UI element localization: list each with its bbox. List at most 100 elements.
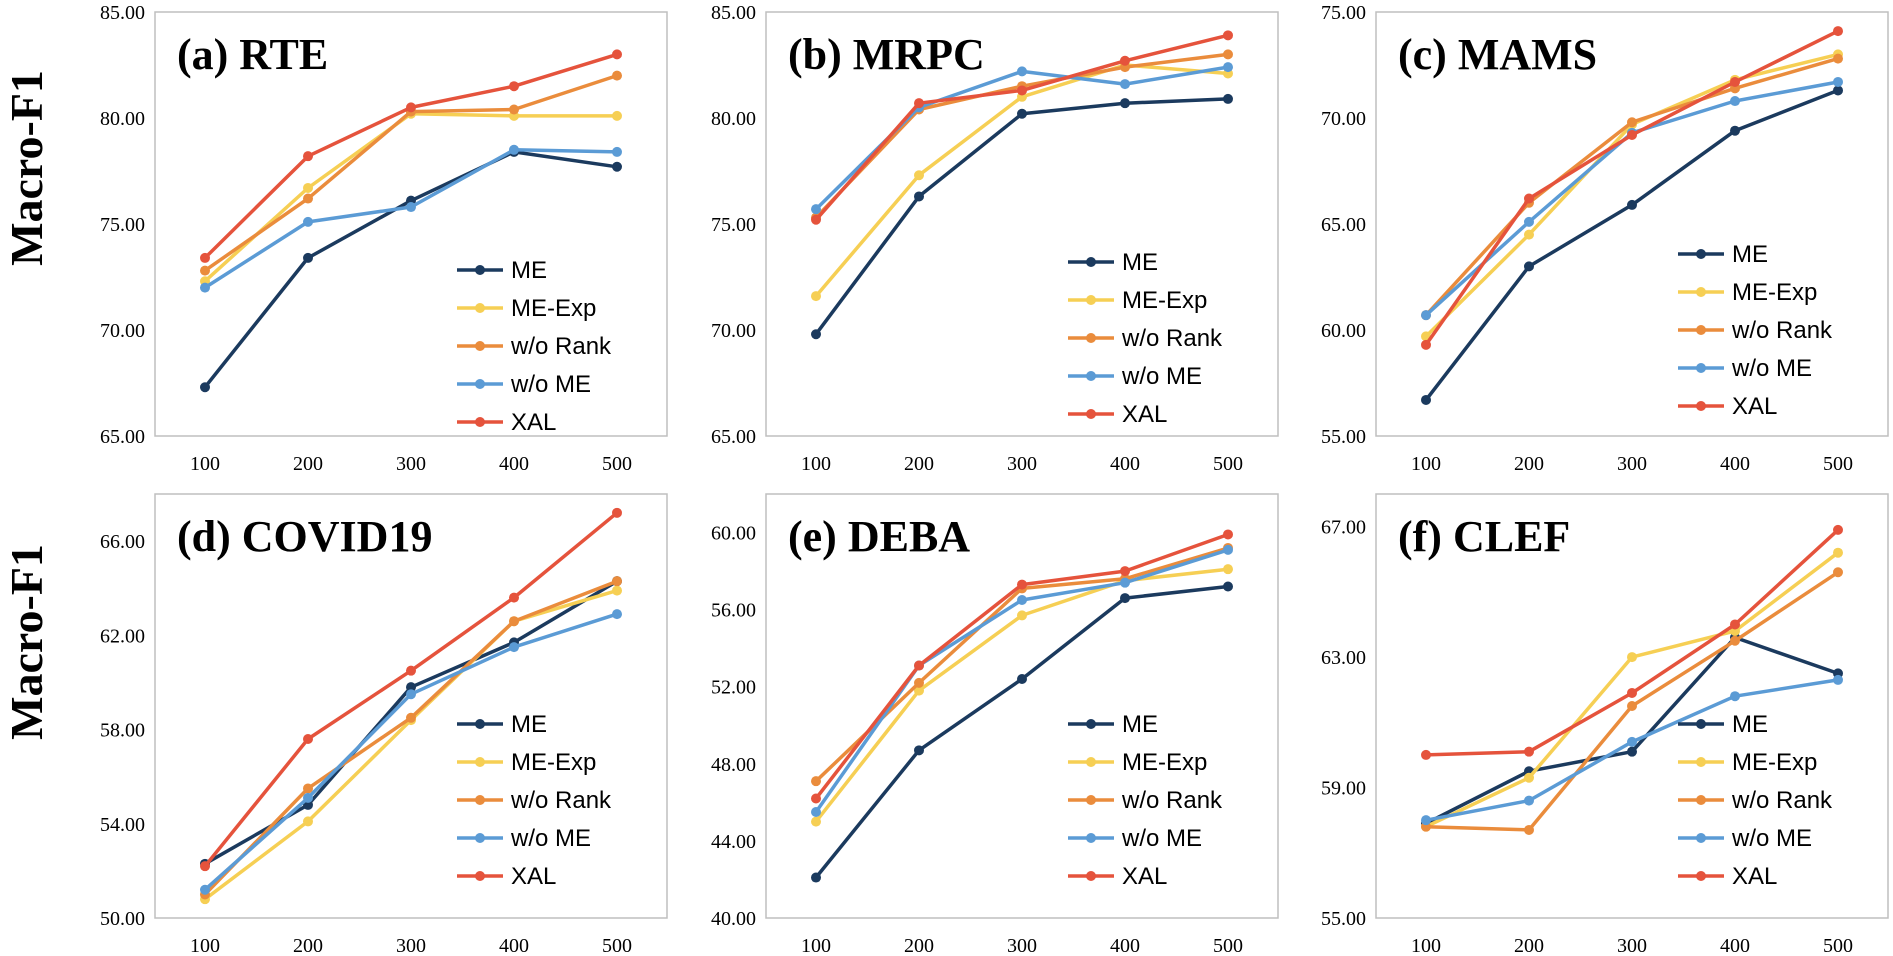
data-point <box>1421 394 1431 405</box>
data-point <box>612 507 622 518</box>
y-tick-label: 55.00 <box>1321 908 1366 930</box>
legend-marker <box>1696 871 1706 881</box>
legend-label: ME <box>511 257 547 284</box>
data-point <box>303 216 313 227</box>
y-axis-label-bottom: Macro-F1 <box>1 544 52 740</box>
y-tick-label: 55.00 <box>1321 426 1366 448</box>
legend-marker <box>1696 795 1706 805</box>
chart-title: (d) COVID19 <box>177 512 432 561</box>
legend-marker <box>1086 257 1096 267</box>
chart-title: (f) CLEF <box>1398 512 1570 561</box>
data-point <box>509 592 519 603</box>
legend-marker <box>1086 871 1096 881</box>
y-tick-label: 50.00 <box>100 908 145 930</box>
legend-label: ME-Exp <box>1732 749 1817 776</box>
legend-marker <box>475 379 485 389</box>
data-point <box>612 49 622 60</box>
legend-label: ME <box>1732 241 1768 268</box>
data-point <box>612 609 622 620</box>
data-point <box>1017 579 1027 590</box>
data-point <box>914 685 924 696</box>
y-tick-label: 48.00 <box>711 754 756 776</box>
data-point <box>200 282 210 293</box>
legend-label: XAL <box>511 863 556 890</box>
data-point <box>612 110 622 121</box>
data-point <box>1833 567 1843 578</box>
legend-marker <box>475 795 485 805</box>
chart-panel-0: 65.00 70.00 75.00 80.00 85.00 100 200 300 400 500… <box>100 2 668 475</box>
data-point <box>914 98 924 109</box>
data-point <box>1833 76 1843 87</box>
y-axis-label-top: Macro-F1 <box>1 70 52 266</box>
data-point <box>811 776 821 787</box>
data-point <box>1524 824 1534 835</box>
x-tick-label: 100 <box>1411 935 1441 956</box>
legend-marker <box>1086 757 1096 767</box>
data-point <box>1833 85 1843 96</box>
legend-label: ME-Exp <box>1122 287 1207 314</box>
data-point <box>303 252 313 263</box>
x-tick-label: 200 <box>904 453 934 475</box>
data-point <box>1017 610 1027 621</box>
legend-marker <box>475 265 485 275</box>
plot-area <box>1375 11 1889 437</box>
y-tick-label: 80.00 <box>100 108 145 130</box>
legend-label: w/o Rank <box>510 787 612 814</box>
legend-marker <box>475 719 485 729</box>
x-tick-label: 300 <box>1007 935 1037 956</box>
chart-title: (e) DEBA <box>788 512 970 561</box>
legend-marker <box>1086 795 1096 805</box>
x-tick-label: 200 <box>1514 935 1544 956</box>
data-point <box>1833 26 1843 37</box>
plot-area <box>154 493 668 919</box>
data-point <box>1120 577 1130 588</box>
y-tick-label: 85.00 <box>711 2 756 24</box>
y-tick-label: 70.00 <box>100 320 145 342</box>
data-point <box>1627 652 1637 663</box>
data-point <box>914 191 924 202</box>
x-tick-label: 100 <box>801 453 831 475</box>
y-tick-label: 67.00 <box>1321 517 1366 539</box>
legend-marker <box>1696 363 1706 373</box>
data-point <box>1833 53 1843 64</box>
legend-label: XAL <box>1122 401 1167 428</box>
legend-label: w/o Rank <box>510 333 612 360</box>
y-tick-label: 40.00 <box>711 908 756 930</box>
legend-marker <box>475 303 485 313</box>
data-point <box>1524 746 1534 757</box>
data-point <box>200 382 210 393</box>
data-point <box>811 816 821 827</box>
data-point <box>1223 544 1233 555</box>
legend-label: XAL <box>1122 863 1167 890</box>
data-point <box>303 151 313 162</box>
data-point <box>811 329 821 340</box>
data-point <box>1627 701 1637 711</box>
x-tick-label: 500 <box>1213 935 1243 956</box>
y-tick-label: 65.00 <box>711 426 756 448</box>
chart-title: (c) MAMS <box>1398 30 1597 79</box>
data-point <box>1730 635 1740 646</box>
data-point <box>612 161 622 172</box>
data-point <box>509 642 519 653</box>
x-tick-label: 400 <box>1110 935 1140 956</box>
data-point <box>1833 524 1843 535</box>
y-tick-label: 65.00 <box>100 426 145 448</box>
data-point <box>1524 229 1534 240</box>
data-point <box>1120 79 1130 90</box>
data-point <box>1730 691 1740 702</box>
legend-marker <box>1086 833 1096 843</box>
legend-label: w/o ME <box>1121 363 1202 390</box>
legend-marker <box>1086 333 1096 343</box>
data-point <box>811 291 821 302</box>
data-point <box>1223 529 1233 540</box>
y-tick-label: 85.00 <box>100 2 145 24</box>
data-point <box>303 783 313 794</box>
data-point <box>811 204 821 215</box>
x-tick-label: 300 <box>396 935 426 956</box>
legend-label: ME <box>1122 711 1158 738</box>
data-point <box>200 252 210 263</box>
x-tick-label: 400 <box>1720 453 1750 475</box>
x-tick-label: 500 <box>1823 453 1853 475</box>
data-point <box>1627 129 1637 140</box>
